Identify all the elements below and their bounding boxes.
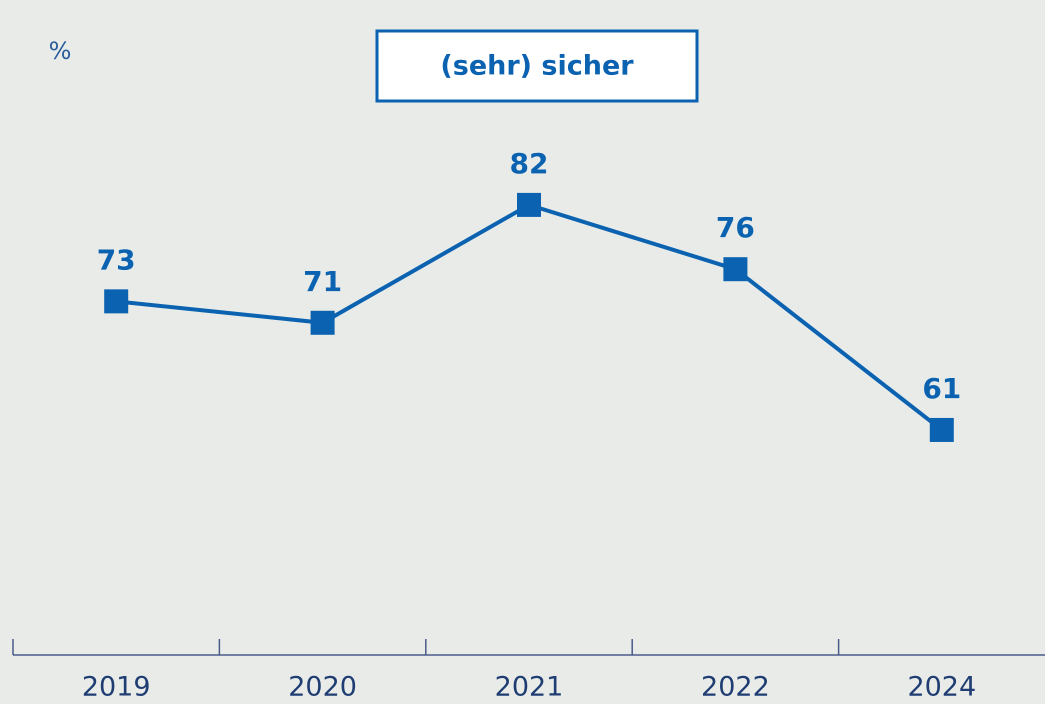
x-tick-label: 2020 [288, 672, 357, 703]
point-marker [517, 192, 541, 217]
x-tick-label: 2019 [82, 672, 151, 703]
data-label: 76 [716, 211, 755, 244]
x-tick-label: 2024 [907, 672, 976, 703]
unit-label: % [49, 37, 72, 65]
x-tick-label: 2021 [495, 672, 564, 703]
point-marker [723, 257, 748, 282]
data-label: 73 [97, 243, 136, 276]
point-marker [929, 417, 954, 442]
data-label: 71 [303, 265, 342, 298]
data-label: 61 [922, 372, 961, 405]
point-marker [310, 310, 335, 335]
legend-box [375, 29, 699, 103]
data-label: 82 [510, 147, 549, 180]
x-tick-label: 2022 [701, 672, 770, 703]
point-marker [104, 289, 129, 314]
legend-label: (sehr) sicher [440, 51, 634, 82]
